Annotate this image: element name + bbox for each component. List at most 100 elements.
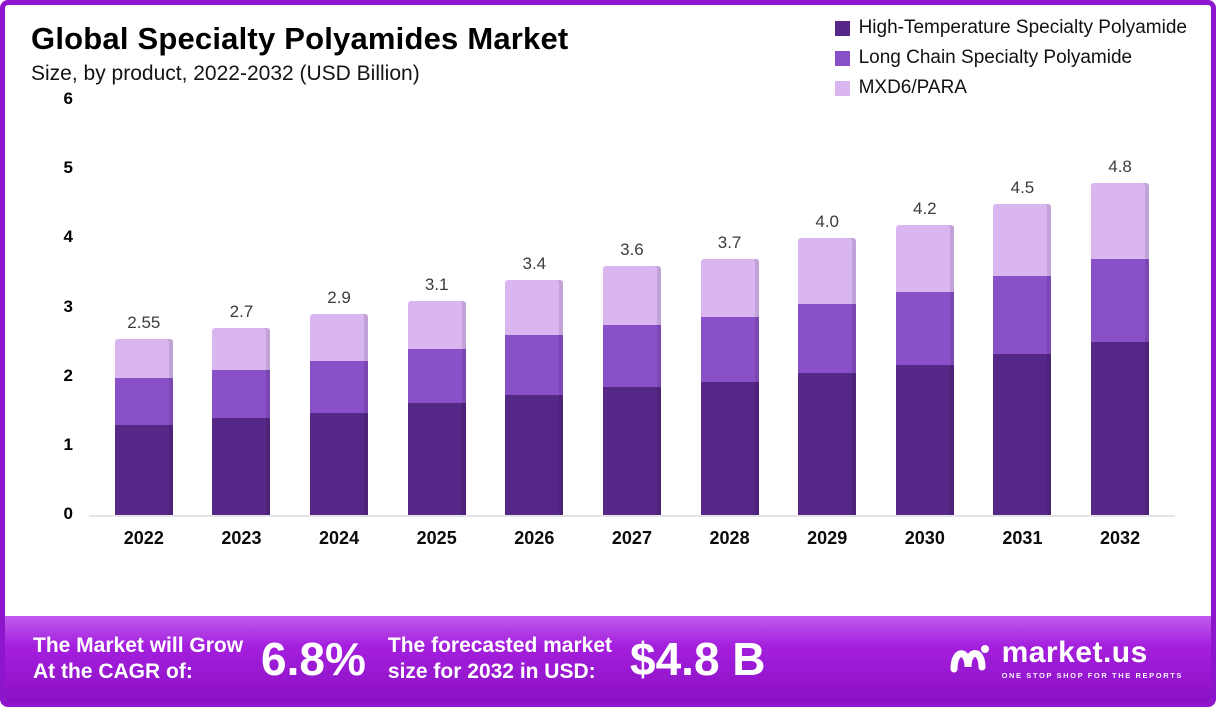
bar-stack — [993, 203, 1052, 515]
bar-segment-mxd6 — [1091, 183, 1150, 260]
bar-segment-high-temp — [798, 373, 857, 515]
bar-segment-mxd6 — [407, 300, 466, 350]
bar-stack — [407, 300, 466, 515]
y-tick-label: 6 — [63, 89, 73, 108]
bar-stack — [1091, 183, 1150, 515]
bar-segment-long-chain — [407, 349, 466, 403]
x-axis-label: 2029 — [807, 528, 848, 548]
bar-segment-high-temp — [212, 418, 271, 515]
x-axis-label: 2022 — [123, 528, 164, 548]
y-tick-label: 2 — [63, 365, 73, 385]
bar-segment-mxd6 — [505, 279, 564, 336]
bar-group-2023: 2.7 2023 — [212, 302, 271, 548]
cagr-label: The Market will Grow At the CAGR of: — [33, 633, 243, 686]
x-axis-label: 2024 — [319, 528, 360, 548]
bar-segment-high-temp — [602, 387, 661, 515]
legend-item-long-chain: Long Chain Specialty Polyamide — [834, 47, 1187, 69]
bar-group-2032: 4.8 2032 — [1091, 157, 1150, 548]
bar-stack — [895, 224, 954, 515]
footer-banner: The Market will Grow At the CAGR of: 6.8… — [5, 616, 1211, 702]
bar-total-label: 3.4 — [522, 253, 547, 273]
bar-segment-long-chain — [895, 292, 954, 365]
forecast-label-line1: The forecasted market — [387, 633, 612, 657]
bar-segment-high-temp — [310, 412, 369, 515]
x-axis-label: 2025 — [416, 528, 457, 548]
bar-total-label: 4.8 — [1108, 157, 1132, 177]
x-axis-label: 2031 — [1002, 528, 1043, 548]
x-axis-label: 2028 — [709, 528, 750, 548]
bar-segment-high-temp — [505, 395, 564, 515]
legend-label: MXD6/PARA — [858, 77, 967, 98]
bar-stack — [212, 328, 271, 515]
marketus-logo-icon — [948, 637, 992, 682]
cagr-label-line1: The Market will Grow — [33, 633, 244, 657]
bar-stack — [310, 314, 369, 515]
bar-segment-mxd6 — [700, 259, 759, 317]
x-axis-label: 2023 — [221, 528, 262, 548]
legend-swatch-high-temp — [834, 20, 850, 36]
bar-segment-long-chain — [798, 304, 857, 374]
legend-item-high-temp: High-Temperature Specialty Polyamide — [834, 17, 1187, 39]
x-axis-label: 2026 — [514, 528, 555, 548]
bar-segment-mxd6 — [114, 338, 173, 379]
y-tick-label: 4 — [63, 227, 73, 247]
page-subtitle: Size, by product, 2022-2032 (USD Billion… — [31, 62, 420, 85]
bar-segment-mxd6 — [212, 328, 271, 370]
legend-label: High-Temperature Specialty Polyamide — [858, 17, 1187, 38]
brand-tagline: ONE STOP SHOP FOR THE REPORTS — [1001, 671, 1183, 681]
brand-name: market.us — [1001, 636, 1148, 670]
brand-text: market.us ONE STOP SHOP FOR THE REPORTS — [1002, 638, 1183, 680]
bar-stack — [114, 338, 173, 515]
brand-block: market.us ONE STOP SHOP FOR THE REPORTS — [948, 637, 1183, 682]
bar-segment-long-chain — [310, 361, 369, 413]
bar-stack — [700, 259, 759, 515]
bar-group-2029: 4.0 2029 — [798, 212, 857, 548]
bar-group-2031: 4.5 2031 — [993, 177, 1052, 548]
forecast-label-line2: size for 2032 in USD: — [387, 660, 596, 683]
bar-segment-mxd6 — [798, 238, 857, 305]
y-tick-label: 0 — [63, 504, 73, 523]
y-tick-label: 1 — [63, 434, 73, 454]
x-axis-label: 2032 — [1100, 528, 1141, 548]
chart-area: 0 1 2 3 4 5 6 2.55 2022 2.7 2023 2.9 2024 3.1 2025 3.4… — [31, 89, 1185, 569]
bar-segment-long-chain — [212, 369, 271, 419]
bar-total-label: 4.5 — [1010, 177, 1035, 197]
bar-stack — [798, 238, 857, 515]
x-axis-label: 2030 — [904, 528, 945, 548]
bar-group-2022: 2.55 2022 — [114, 312, 173, 548]
y-tick-label: 3 — [63, 296, 73, 316]
bar-segment-high-temp — [1091, 342, 1150, 515]
bar-segment-long-chain — [602, 324, 661, 388]
chart-panel: Global Specialty Polyamides Market Size,… — [5, 5, 1211, 616]
cagr-label-line2: At the CAGR of: — [33, 660, 193, 683]
bar-segment-high-temp — [993, 353, 1052, 515]
bar-total-label: 2.7 — [229, 302, 254, 322]
bar-group-2024: 2.9 2024 — [310, 288, 369, 548]
page-title: Global Specialty Polyamides Market — [31, 21, 569, 56]
bar-group-2025: 3.1 2025 — [407, 274, 466, 548]
bar-total-label: 3.1 — [424, 274, 449, 294]
legend: High-Temperature Specialty Polyamide Long… — [834, 17, 1187, 99]
bar-total-label: 2.55 — [127, 312, 161, 332]
bar-segment-high-temp — [895, 364, 954, 515]
bar-segment-mxd6 — [310, 314, 369, 362]
y-tick-label: 5 — [63, 158, 73, 178]
bar-total-label: 4.2 — [912, 198, 937, 218]
bar-segment-high-temp — [114, 425, 173, 515]
bar-segment-mxd6 — [602, 266, 661, 325]
y-axis: 0 1 2 3 4 5 6 — [31, 89, 89, 523]
bar-total-label: 3.7 — [717, 233, 742, 253]
bar-group-2028: 3.7 2028 — [700, 233, 759, 548]
bar-segment-high-temp — [700, 382, 759, 515]
bar-segment-high-temp — [407, 402, 466, 515]
cagr-value: 6.8% — [261, 633, 366, 685]
bar-segment-long-chain — [700, 316, 759, 383]
bar-group-2030: 4.2 2030 — [895, 198, 954, 548]
x-axis-label: 2027 — [611, 528, 652, 548]
bar-group-2026: 3.4 2026 — [505, 253, 564, 548]
plot-area: 2.55 2022 2.7 2023 2.9 2024 3.1 2025 3.4 2026 3.6 2… — [89, 100, 1175, 548]
bar-segment-long-chain — [505, 335, 564, 396]
bar-total-label: 2.9 — [327, 288, 351, 308]
bar-segment-mxd6 — [993, 203, 1052, 277]
